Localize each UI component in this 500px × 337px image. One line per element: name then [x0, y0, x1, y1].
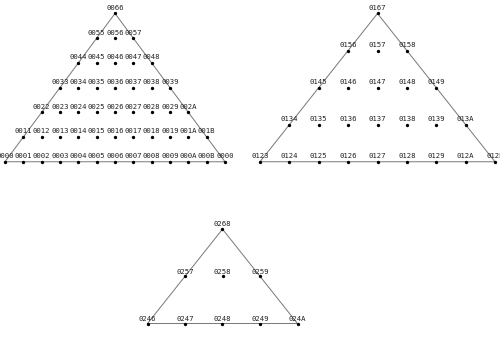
Text: 0015: 0015	[88, 128, 106, 134]
Text: 0039: 0039	[162, 79, 179, 85]
Text: 0249: 0249	[252, 316, 269, 322]
Text: 0158: 0158	[398, 42, 415, 48]
Text: 0003: 0003	[52, 153, 69, 159]
Text: 0126: 0126	[340, 153, 357, 159]
Text: 0019: 0019	[161, 128, 178, 134]
Text: 0055: 0055	[88, 30, 106, 35]
Text: 0247: 0247	[176, 316, 194, 322]
Text: 000A: 000A	[180, 153, 197, 159]
Text: 0134: 0134	[280, 116, 298, 122]
Text: 013A: 013A	[457, 116, 474, 122]
Text: 0013: 0013	[52, 128, 69, 134]
Text: 0127: 0127	[369, 153, 386, 159]
Text: 0007: 0007	[124, 153, 142, 159]
Text: 0000: 0000	[0, 153, 14, 159]
Text: 002A: 002A	[180, 104, 197, 110]
Text: 0145: 0145	[310, 79, 328, 85]
Text: 0129: 0129	[428, 153, 445, 159]
Text: 0029: 0029	[162, 104, 179, 110]
Text: 0135: 0135	[310, 116, 328, 122]
Text: 0139: 0139	[428, 116, 445, 122]
Text: 0038: 0038	[143, 79, 160, 85]
Text: 0147: 0147	[369, 79, 386, 85]
Text: 0033: 0033	[52, 79, 69, 85]
Text: 0023: 0023	[51, 104, 68, 110]
Text: 0034: 0034	[70, 79, 87, 85]
Text: 0014: 0014	[70, 128, 87, 134]
Text: 0036: 0036	[106, 79, 124, 85]
Text: 0017: 0017	[124, 128, 142, 134]
Text: 000B: 000B	[198, 153, 216, 159]
Text: 0008: 0008	[143, 153, 160, 159]
Text: 0057: 0057	[124, 30, 142, 35]
Text: 0248: 0248	[214, 316, 231, 322]
Text: 0123: 0123	[252, 153, 269, 159]
Text: 0035: 0035	[88, 79, 106, 85]
Text: 0026: 0026	[106, 104, 124, 110]
Text: 0047: 0047	[124, 54, 142, 60]
Text: 0001: 0001	[14, 153, 32, 159]
Text: 0066: 0066	[106, 5, 124, 11]
Text: 001B: 001B	[198, 128, 216, 134]
Text: 0044: 0044	[70, 54, 87, 60]
Text: 0022: 0022	[33, 104, 50, 110]
Text: 0125: 0125	[310, 153, 328, 159]
Text: 0257: 0257	[176, 269, 194, 275]
Text: 0048: 0048	[143, 54, 160, 60]
Text: 0146: 0146	[340, 79, 357, 85]
Text: 0045: 0045	[88, 54, 106, 60]
Text: 0002: 0002	[33, 153, 50, 159]
Text: 0149: 0149	[428, 79, 445, 85]
Text: 0006: 0006	[106, 153, 124, 159]
Text: 0258: 0258	[214, 269, 231, 275]
Text: 012A: 012A	[457, 153, 474, 159]
Text: 0018: 0018	[143, 128, 160, 134]
Text: 0156: 0156	[340, 42, 357, 48]
Text: 012B: 012B	[486, 153, 500, 159]
Text: 0268: 0268	[214, 221, 231, 227]
Text: 0024: 0024	[70, 104, 87, 110]
Text: 0138: 0138	[398, 116, 415, 122]
Text: 0005: 0005	[88, 153, 106, 159]
Text: 0056: 0056	[106, 30, 124, 35]
Text: 0037: 0037	[124, 79, 142, 85]
Text: 0137: 0137	[369, 116, 386, 122]
Text: 0259: 0259	[252, 269, 269, 275]
Text: 0025: 0025	[88, 104, 106, 110]
Text: 0157: 0157	[369, 42, 386, 48]
Text: 0124: 0124	[280, 153, 298, 159]
Text: 024A: 024A	[289, 316, 306, 322]
Text: 0009: 0009	[161, 153, 179, 159]
Text: 0027: 0027	[124, 104, 142, 110]
Text: 001A: 001A	[180, 128, 197, 134]
Text: 0028: 0028	[143, 104, 160, 110]
Text: 0004: 0004	[70, 153, 87, 159]
Text: 0046: 0046	[106, 54, 124, 60]
Text: 0136: 0136	[340, 116, 357, 122]
Text: 0012: 0012	[33, 128, 50, 134]
Text: 0016: 0016	[106, 128, 124, 134]
Text: 0011: 0011	[14, 128, 32, 134]
Text: 0246: 0246	[139, 316, 156, 322]
Text: 0128: 0128	[398, 153, 415, 159]
Text: 0167: 0167	[369, 5, 386, 11]
Text: 0148: 0148	[398, 79, 415, 85]
Text: 0000: 0000	[216, 153, 234, 159]
